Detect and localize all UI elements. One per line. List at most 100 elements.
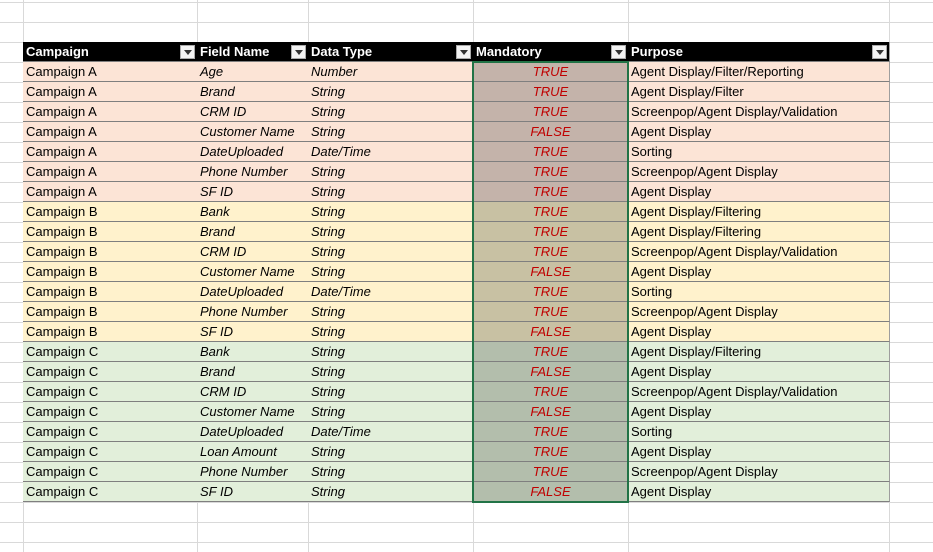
table-cell[interactable]: FALSE xyxy=(473,322,629,342)
table-cell[interactable]: Agent Display/Filtering xyxy=(628,342,890,362)
table-cell[interactable]: Campaign A xyxy=(23,82,198,102)
table-cell[interactable]: Campaign B xyxy=(23,302,198,322)
table-cell[interactable]: CRM ID xyxy=(197,242,309,262)
table-cell[interactable]: String xyxy=(308,202,474,222)
table-cell[interactable]: TRUE xyxy=(473,242,629,262)
table-cell[interactable]: Screenpop/Agent Display xyxy=(628,302,890,322)
table-cell[interactable]: CRM ID xyxy=(197,102,309,122)
table-cell[interactable]: Agent Display/Filtering xyxy=(628,222,890,242)
table-cell[interactable]: Phone Number xyxy=(197,462,309,482)
table-cell[interactable]: DateUploaded xyxy=(197,282,309,302)
table-cell[interactable]: String xyxy=(308,362,474,382)
table-cell[interactable]: Customer Name xyxy=(197,402,309,422)
filter-button[interactable] xyxy=(872,45,887,59)
table-cell[interactable]: String xyxy=(308,322,474,342)
table-cell[interactable]: TRUE xyxy=(473,282,629,302)
table-cell[interactable]: Campaign A xyxy=(23,102,198,122)
table-cell[interactable]: Campaign C xyxy=(23,342,198,362)
table-cell[interactable]: Agent Display/Filter xyxy=(628,82,890,102)
table-cell[interactable]: FALSE xyxy=(473,402,629,422)
table-cell[interactable]: DateUploaded xyxy=(197,422,309,442)
table-cell[interactable]: String xyxy=(308,402,474,422)
table-cell[interactable]: TRUE xyxy=(473,442,629,462)
table-cell[interactable]: Agent Display xyxy=(628,362,890,382)
filter-button[interactable] xyxy=(180,45,195,59)
table-cell[interactable]: Campaign C xyxy=(23,422,198,442)
table-cell[interactable]: TRUE xyxy=(473,342,629,362)
table-cell[interactable]: Campaign B xyxy=(23,222,198,242)
table-cell[interactable]: Campaign B xyxy=(23,282,198,302)
table-cell[interactable]: Campaign C xyxy=(23,362,198,382)
table-cell[interactable]: Screenpop/Agent Display xyxy=(628,462,890,482)
table-cell[interactable]: Campaign A xyxy=(23,182,198,202)
table-cell[interactable]: Campaign C xyxy=(23,382,198,402)
table-cell[interactable]: TRUE xyxy=(473,102,629,122)
table-cell[interactable]: TRUE xyxy=(473,162,629,182)
table-cell[interactable]: Sorting xyxy=(628,142,890,162)
table-cell[interactable]: Campaign B xyxy=(23,322,198,342)
table-cell[interactable]: String xyxy=(308,262,474,282)
table-cell[interactable]: TRUE xyxy=(473,62,629,82)
table-cell[interactable]: Date/Time xyxy=(308,142,474,162)
table-cell[interactable]: Bank xyxy=(197,342,309,362)
table-cell[interactable]: Agent Display xyxy=(628,482,890,502)
table-cell[interactable]: Customer Name xyxy=(197,262,309,282)
table-cell[interactable]: Agent Display xyxy=(628,402,890,422)
table-cell[interactable]: FALSE xyxy=(473,362,629,382)
table-cell[interactable]: Agent Display xyxy=(628,182,890,202)
table-cell[interactable]: String xyxy=(308,242,474,262)
table-cell[interactable]: Phone Number xyxy=(197,162,309,182)
table-cell[interactable]: String xyxy=(308,442,474,462)
table-cell[interactable]: CRM ID xyxy=(197,382,309,402)
table-cell[interactable]: Campaign A xyxy=(23,62,198,82)
table-cell[interactable]: Agent Display xyxy=(628,122,890,142)
table-cell[interactable]: SF ID xyxy=(197,482,309,502)
table-cell[interactable]: TRUE xyxy=(473,382,629,402)
table-cell[interactable]: Date/Time xyxy=(308,422,474,442)
table-cell[interactable]: Number xyxy=(308,62,474,82)
table-cell[interactable]: TRUE xyxy=(473,202,629,222)
table-cell[interactable]: Campaign B xyxy=(23,202,198,222)
table-cell[interactable]: TRUE xyxy=(473,422,629,442)
table-cell[interactable]: TRUE xyxy=(473,462,629,482)
table-cell[interactable]: String xyxy=(308,382,474,402)
table-cell[interactable]: Age xyxy=(197,62,309,82)
table-cell[interactable]: Screenpop/Agent Display/Validation xyxy=(628,382,890,402)
table-cell[interactable]: Campaign C xyxy=(23,442,198,462)
table-cell[interactable]: TRUE xyxy=(473,82,629,102)
table-cell[interactable]: Campaign B xyxy=(23,262,198,282)
table-cell[interactable]: DateUploaded xyxy=(197,142,309,162)
table-cell[interactable]: String xyxy=(308,462,474,482)
table-cell[interactable]: Campaign C xyxy=(23,402,198,422)
table-cell[interactable]: String xyxy=(308,302,474,322)
table-cell[interactable]: Brand xyxy=(197,222,309,242)
table-cell[interactable]: TRUE xyxy=(473,182,629,202)
filter-button[interactable] xyxy=(456,45,471,59)
table-cell[interactable]: Campaign B xyxy=(23,242,198,262)
table-cell[interactable]: FALSE xyxy=(473,122,629,142)
table-cell[interactable]: Loan Amount xyxy=(197,442,309,462)
table-cell[interactable]: String xyxy=(308,482,474,502)
table-cell[interactable]: String xyxy=(308,122,474,142)
table-cell[interactable]: FALSE xyxy=(473,262,629,282)
table-cell[interactable]: Sorting xyxy=(628,422,890,442)
table-cell[interactable]: TRUE xyxy=(473,302,629,322)
table-cell[interactable]: TRUE xyxy=(473,142,629,162)
table-cell[interactable]: Brand xyxy=(197,362,309,382)
table-cell[interactable]: TRUE xyxy=(473,222,629,242)
table-cell[interactable]: Screenpop/Agent Display/Validation xyxy=(628,242,890,262)
table-cell[interactable]: SF ID xyxy=(197,182,309,202)
table-cell[interactable]: String xyxy=(308,102,474,122)
table-cell[interactable]: FALSE xyxy=(473,482,629,502)
filter-button[interactable] xyxy=(291,45,306,59)
table-cell[interactable]: Agent Display xyxy=(628,322,890,342)
table-cell[interactable]: String xyxy=(308,222,474,242)
table-cell[interactable]: Campaign A xyxy=(23,142,198,162)
table-cell[interactable]: Brand xyxy=(197,82,309,102)
table-cell[interactable]: Agent Display/Filter/Reporting xyxy=(628,62,890,82)
table-cell[interactable]: Campaign C xyxy=(23,482,198,502)
table-cell[interactable]: String xyxy=(308,182,474,202)
table-cell[interactable]: Bank xyxy=(197,202,309,222)
filter-button[interactable] xyxy=(611,45,626,59)
table-cell[interactable]: SF ID xyxy=(197,322,309,342)
